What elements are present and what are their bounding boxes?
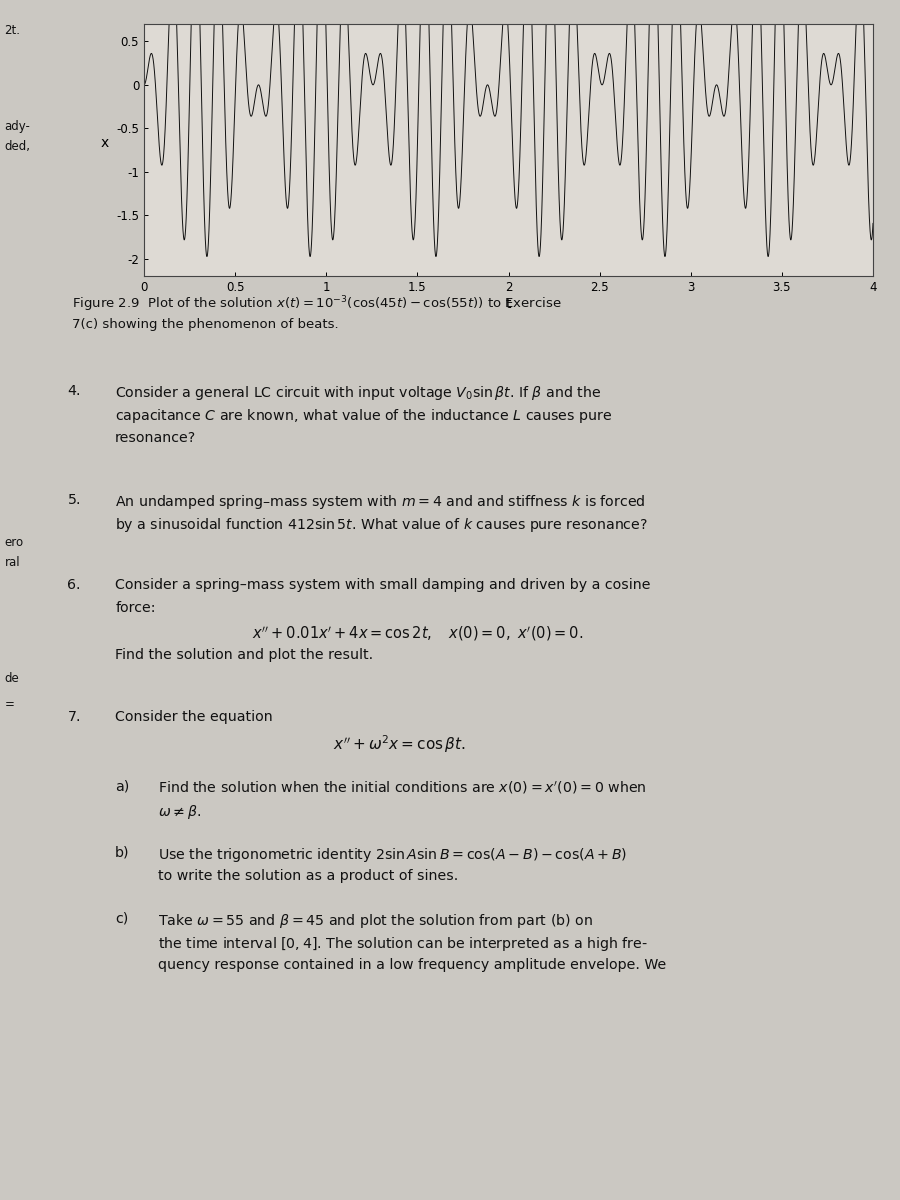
Text: b): b) (115, 846, 130, 859)
Text: $x'' + \omega^2 x = \cos\beta t.$: $x'' + \omega^2 x = \cos\beta t.$ (333, 733, 466, 755)
Text: de: de (4, 672, 19, 685)
Text: a): a) (115, 780, 130, 793)
Text: Find the solution when the initial conditions are $x(0) = x'(0) = 0$ when: Find the solution when the initial condi… (158, 780, 646, 796)
Text: 6.: 6. (68, 577, 81, 592)
Text: resonance?: resonance? (115, 431, 196, 445)
Text: $x'' + 0.01x' + 4x = \cos 2t, \quad x(0) = 0,\ x'(0) = 0.$: $x'' + 0.01x' + 4x = \cos 2t, \quad x(0)… (252, 624, 583, 643)
Text: by a sinusoidal function $412\sin 5t$. What value of $k$ causes pure resonance?: by a sinusoidal function $412\sin 5t$. W… (115, 516, 648, 534)
Text: 5.: 5. (68, 492, 81, 506)
Text: =: = (4, 698, 14, 712)
Y-axis label: x: x (101, 136, 109, 150)
Text: Take $\omega = 55$ and $\beta = 45$ and plot the solution from part (b) on: Take $\omega = 55$ and $\beta = 45$ and … (158, 912, 592, 930)
Text: An undamped spring–mass system with $m = 4$ and and stiffness $k$ is forced: An undamped spring–mass system with $m =… (115, 492, 645, 510)
Text: the time interval $[0, 4]$. The solution can be interpreted as a high fre-: the time interval $[0, 4]$. The solution… (158, 935, 647, 953)
Text: Figure 2.9  Plot of the solution $x(t) = 10^{-3}(\cos(45t) - \cos(55t))$ to Exer: Figure 2.9 Plot of the solution $x(t) = … (72, 294, 562, 330)
Text: ady-: ady- (4, 120, 31, 133)
Text: 2t.: 2t. (4, 24, 21, 37)
Text: ero: ero (4, 536, 23, 550)
Text: quency response contained in a low frequency amplitude envelope. We: quency response contained in a low frequ… (158, 959, 666, 972)
X-axis label: t: t (506, 296, 511, 311)
Text: to write the solution as a product of sines.: to write the solution as a product of si… (158, 869, 458, 883)
Text: Use the trigonometric identity $2\sin A\sin B = \cos(A - B) - \cos(A + B)$: Use the trigonometric identity $2\sin A\… (158, 846, 626, 864)
Text: force:: force: (115, 601, 156, 616)
Text: $\omega \neq \beta$.: $\omega \neq \beta$. (158, 803, 201, 821)
Text: c): c) (115, 912, 129, 925)
Text: ded,: ded, (4, 140, 31, 154)
Text: Find the solution and plot the result.: Find the solution and plot the result. (115, 648, 373, 662)
Text: capacitance $C$ are known, what value of the inductance $L$ causes pure: capacitance $C$ are known, what value of… (115, 407, 612, 425)
Text: Consider a spring–mass system with small damping and driven by a cosine: Consider a spring–mass system with small… (115, 577, 651, 592)
Text: ral: ral (4, 556, 20, 569)
Text: 4.: 4. (68, 384, 81, 398)
Text: Consider the equation: Consider the equation (115, 709, 273, 724)
Text: 7.: 7. (68, 709, 81, 724)
Text: Consider a general LC circuit with input voltage $V_0\sin\beta t$. If $\beta$ an: Consider a general LC circuit with input… (115, 384, 601, 402)
